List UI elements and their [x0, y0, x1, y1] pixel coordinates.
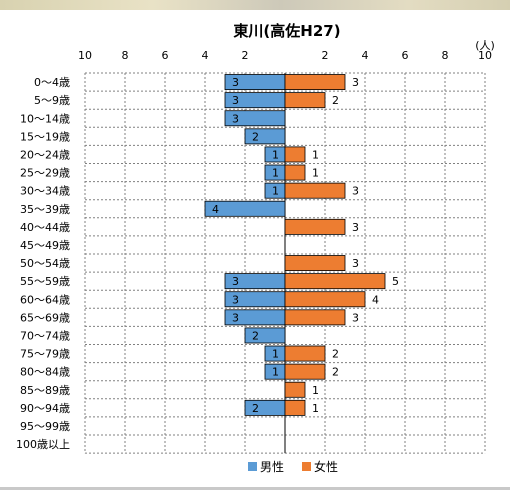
- x-tick-label: 8: [122, 49, 129, 62]
- male-data-label: 2: [252, 402, 259, 415]
- legend: 男性 女性: [248, 459, 338, 474]
- grid-lines: [84, 72, 486, 454]
- male-data-label: 1: [272, 366, 279, 379]
- male-bar: [244, 128, 286, 145]
- category-label: 10〜14歳: [20, 112, 70, 125]
- male-data-label: 3: [232, 311, 239, 324]
- male-bar: [224, 110, 286, 127]
- female-data-label: 3: [352, 76, 359, 89]
- legend-label: 女性: [314, 459, 338, 474]
- legend-label: 男性: [260, 460, 284, 474]
- category-label: 50〜54歳: [20, 257, 70, 270]
- male-data-label: 4: [212, 203, 219, 216]
- female-bar: [284, 345, 326, 362]
- category-label: 20〜24歳: [20, 148, 70, 161]
- category-label: 80〜84歳: [20, 366, 70, 379]
- category-label: 35〜39歳: [20, 203, 70, 216]
- female-bar: [284, 255, 346, 272]
- male-data-label: 1: [272, 148, 279, 161]
- female-bar: [284, 381, 306, 398]
- female-data-label: 3: [352, 257, 359, 270]
- category-label: 60〜64歳: [20, 293, 70, 306]
- x-tick-label: 10: [78, 49, 92, 62]
- category-label: 25〜29歳: [20, 167, 70, 180]
- female-data-label: 2: [332, 94, 339, 107]
- female-data-label: 3: [352, 221, 359, 234]
- male-data-label: 2: [252, 130, 259, 143]
- x-tick-label: 2: [322, 49, 329, 62]
- female-bar: [284, 363, 326, 380]
- female-data-label: 1: [312, 148, 319, 161]
- top-background-strip: [0, 0, 510, 10]
- female-bar: [284, 92, 326, 109]
- legend-swatch: [248, 462, 257, 471]
- x-tick-label: 6: [402, 49, 409, 62]
- male-data-label: 3: [232, 293, 239, 306]
- bottom-border: [0, 487, 510, 490]
- female-bar: [284, 273, 386, 290]
- category-label: 95〜99歳: [20, 420, 70, 433]
- unit-label: (人): [475, 39, 495, 52]
- category-label: 55〜59歳: [20, 275, 70, 288]
- x-axis-tick-labels: 10 8 6 4 2 2 4 6 8 10: [78, 49, 492, 62]
- female-bar: [284, 146, 306, 163]
- male-data-label: 3: [232, 112, 239, 125]
- category-label: 70〜74歳: [20, 329, 70, 342]
- female-data-label: 1: [312, 402, 319, 415]
- category-label: 5〜9歳: [34, 94, 70, 107]
- male-bar: [244, 399, 286, 416]
- category-label: 100歳以上: [16, 438, 70, 451]
- legend-swatch: [302, 462, 311, 471]
- x-tick-label: 8: [442, 49, 449, 62]
- x-tick-label: 2: [242, 49, 249, 62]
- female-data-label: 2: [332, 348, 339, 361]
- male-data-label: 3: [232, 275, 239, 288]
- x-tick-label: 10: [478, 49, 492, 62]
- female-bar: [284, 291, 366, 308]
- female-data-label: 5: [392, 275, 399, 288]
- category-label: 15〜19歳: [20, 130, 70, 143]
- male-data-label: 2: [252, 329, 259, 342]
- category-label: 0〜4歳: [34, 76, 70, 89]
- female-bar: [284, 74, 346, 91]
- female-bar: [284, 164, 306, 181]
- x-tick-label: 4: [362, 49, 369, 62]
- male-data-label: 1: [272, 167, 279, 180]
- male-data-label: 1: [272, 348, 279, 361]
- male-data-label: 1: [272, 185, 279, 198]
- category-label: 90〜94歳: [20, 402, 70, 415]
- female-bar: [284, 399, 306, 416]
- female-data-label: 1: [312, 167, 319, 180]
- category-label: 85〜89歳: [20, 384, 70, 397]
- category-labels: 0〜4歳 5〜9歳 10〜14歳 15〜19歳 20〜24歳 25〜29歳 30〜34歳 35…: [16, 76, 70, 451]
- category-label: 40〜44歳: [20, 221, 70, 234]
- male-bar: [204, 200, 286, 217]
- x-tick-label: 6: [162, 49, 169, 62]
- category-label: 65〜69歳: [20, 311, 70, 324]
- female-bar: [284, 309, 346, 326]
- male-data-label: 3: [232, 94, 239, 107]
- male-data-label: 3: [232, 76, 239, 89]
- chart-title: 東川(高佐H27): [233, 22, 340, 40]
- female-data-label: 2: [332, 366, 339, 379]
- female-data-label: 3: [352, 185, 359, 198]
- bars: [204, 74, 386, 416]
- category-label: 30〜34歳: [20, 185, 70, 198]
- male-bar: [244, 327, 286, 344]
- female-data-label: 3: [352, 311, 359, 324]
- female-bar: [284, 182, 346, 199]
- female-data-label: 1: [312, 384, 319, 397]
- category-label: 75〜79歳: [20, 348, 70, 361]
- category-label: 45〜49歳: [20, 239, 70, 252]
- x-tick-label: 4: [202, 49, 209, 62]
- female-bar: [284, 218, 346, 235]
- female-data-label: 4: [372, 293, 379, 306]
